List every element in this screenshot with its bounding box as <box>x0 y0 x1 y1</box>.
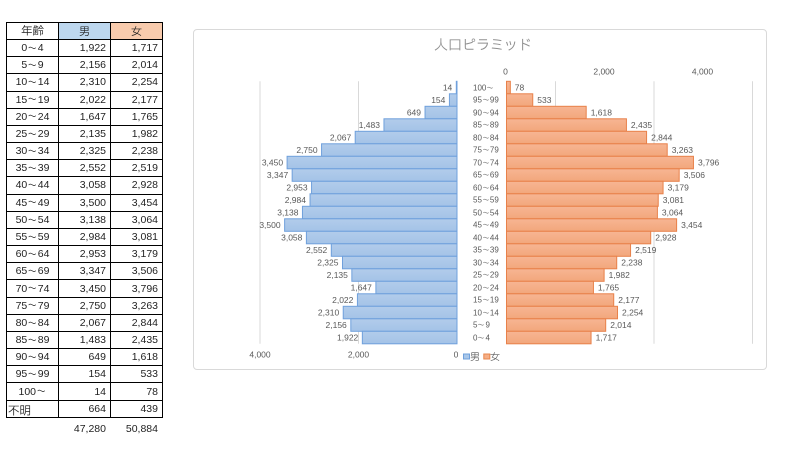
svg-text:78: 78 <box>515 83 525 93</box>
svg-text:3,454: 3,454 <box>681 220 703 230</box>
svg-text:3,796: 3,796 <box>698 158 720 168</box>
svg-text:2,519: 2,519 <box>635 245 657 255</box>
svg-text:2,984: 2,984 <box>285 195 307 205</box>
svg-text:2,552: 2,552 <box>306 245 328 255</box>
svg-text:1,922: 1,922 <box>337 333 359 343</box>
svg-text:154: 154 <box>431 95 445 105</box>
svg-text:3,500: 3,500 <box>259 220 281 230</box>
svg-text:1,647: 1,647 <box>351 283 373 293</box>
svg-text:649: 649 <box>407 108 421 118</box>
svg-text:2,310: 2,310 <box>318 308 340 318</box>
svg-text:2,000: 2,000 <box>348 350 370 360</box>
svg-text:1,765: 1,765 <box>598 283 620 293</box>
svg-text:2,953: 2,953 <box>286 183 308 193</box>
svg-text:2,014: 2,014 <box>610 320 632 330</box>
svg-text:2,022: 2,022 <box>332 295 354 305</box>
svg-text:2,177: 2,177 <box>618 295 640 305</box>
svg-text:1,618: 1,618 <box>591 108 613 118</box>
svg-text:4,000: 4,000 <box>692 67 714 77</box>
svg-text:2,750: 2,750 <box>296 145 318 155</box>
svg-text:3,058: 3,058 <box>281 233 303 243</box>
svg-text:2,325: 2,325 <box>317 258 339 268</box>
svg-text:1,982: 1,982 <box>609 270 631 280</box>
svg-text:3,081: 3,081 <box>663 195 685 205</box>
svg-text:0: 0 <box>503 67 508 77</box>
svg-text:3,064: 3,064 <box>662 208 684 218</box>
svg-text:2,928: 2,928 <box>655 233 677 243</box>
svg-text:2,844: 2,844 <box>651 133 673 143</box>
svg-text:2,067: 2,067 <box>330 133 352 143</box>
svg-text:3,450: 3,450 <box>262 158 284 168</box>
svg-text:1,483: 1,483 <box>359 120 381 130</box>
svg-text:2,238: 2,238 <box>621 258 643 268</box>
svg-text:3,263: 3,263 <box>672 145 694 155</box>
svg-text:2,135: 2,135 <box>327 270 349 280</box>
svg-text:1,717: 1,717 <box>596 333 618 343</box>
svg-text:2,156: 2,156 <box>326 320 348 330</box>
svg-text:3,506: 3,506 <box>684 170 706 180</box>
svg-text:2,000: 2,000 <box>593 67 615 77</box>
svg-text:14: 14 <box>443 83 453 93</box>
svg-text:3,179: 3,179 <box>668 183 690 193</box>
svg-text:2,254: 2,254 <box>622 308 644 318</box>
svg-text:3,138: 3,138 <box>277 208 299 218</box>
svg-text:3,347: 3,347 <box>267 170 289 180</box>
svg-text:0: 0 <box>454 350 459 360</box>
svg-text:4,000: 4,000 <box>249 350 271 360</box>
svg-text:2,435: 2,435 <box>631 120 653 130</box>
svg-text:533: 533 <box>537 95 551 105</box>
